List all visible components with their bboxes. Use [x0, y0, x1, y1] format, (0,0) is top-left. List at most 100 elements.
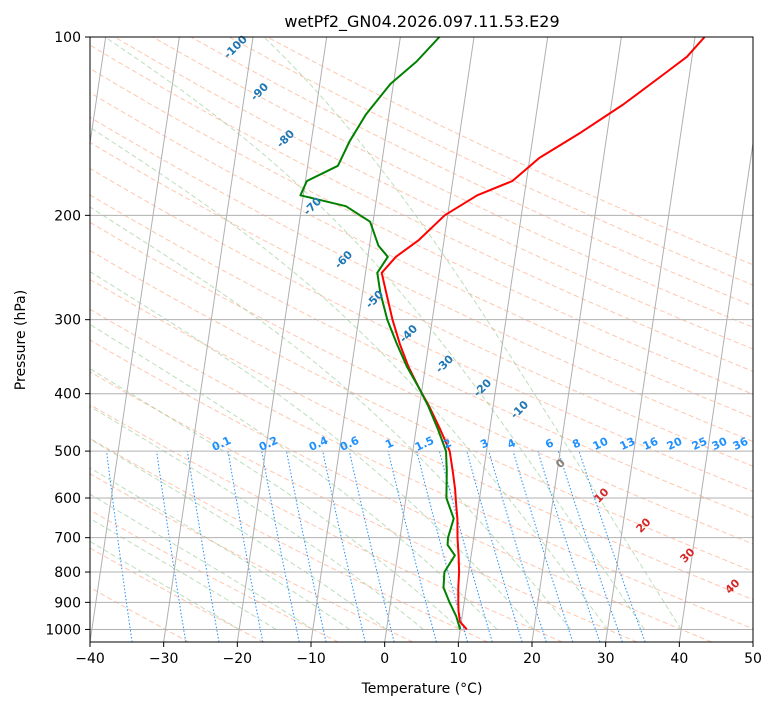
moist-adiabat-line: [90, 438, 387, 630]
wet-bulb-label: -90: [248, 80, 271, 103]
mixing-ratio-line: [578, 450, 646, 642]
theta-w-label: 10: [592, 485, 612, 505]
mixing-ratio-label: 16: [641, 435, 661, 453]
dry-adiabat-line: [90, 437, 488, 642]
mixing-ratio-line: [286, 451, 327, 642]
moist-adiabat-line: [90, 493, 314, 630]
isotherms: [90, 37, 753, 642]
mixing-ratio-line: [156, 451, 187, 642]
mixing-ratio-label: 13: [618, 435, 637, 453]
x-axis: −40 −30 −20 −10 0 10 20 30 40 50: [75, 642, 762, 667]
moist-adiabat-line: [90, 368, 461, 630]
mixing-ratio-line: [227, 451, 264, 642]
mixing-ratio-line: [416, 450, 468, 642]
x-tick-label: 20: [523, 651, 541, 667]
mixing-ratio-line: [537, 450, 601, 642]
x-tick-label: −30: [149, 651, 179, 667]
mixing-ratio-label: 8: [570, 436, 582, 451]
moist-adiabat-line: [90, 271, 535, 630]
y-axis: 100 200 300 400 500 600 700 800 900 1000: [45, 30, 90, 638]
mixing-ratio-line: [348, 450, 395, 642]
y-tick-label: 200: [54, 208, 81, 224]
dry-adiabat-line: [90, 547, 264, 642]
theta-w-label: 40: [723, 576, 743, 596]
mixing-ratio-line: [512, 450, 574, 642]
x-axis-label: Temperature (°C): [361, 681, 483, 697]
dry-adiabat-line: [90, 278, 753, 601]
mixing-ratio-line: [557, 450, 623, 642]
dry-adiabat-line: [90, 92, 753, 419]
chart-title: wetPf2_GN04.2026.097.11.53.E29: [284, 12, 559, 32]
moist-adiabat-line: [90, 126, 608, 630]
plot-frame: [89, 36, 754, 643]
isotherm-line: [90, 37, 107, 147]
isobars: [90, 37, 753, 630]
mixing-ratio-label: 6: [543, 436, 556, 451]
mixing-ratio-label: 2: [441, 436, 453, 451]
y-tick-label: 900: [54, 595, 81, 611]
dry-adiabat-line: [90, 194, 753, 518]
moist-adiabat-line: [90, 517, 277, 630]
mixing-ratio-label: 4: [505, 436, 518, 451]
wet-bulb-label: -30: [433, 352, 456, 375]
x-tick-label: 0: [380, 651, 389, 667]
moist-adiabat-line: [104, 37, 645, 630]
mixing-ratio-label: 25: [690, 435, 709, 453]
moist-adiabat-line: [90, 206, 572, 630]
dry-adiabat-line: [90, 167, 753, 492]
x-tick-label: −20: [223, 651, 253, 667]
x-tick-label: 50: [744, 651, 762, 667]
y-tick-label: 500: [54, 444, 81, 460]
background-lines: [90, 37, 753, 642]
x-tick-label: 10: [449, 651, 467, 667]
y-tick-label: 1000: [45, 622, 81, 638]
dry-adiabat-line: [90, 221, 753, 545]
wet-bulb-label: -60: [332, 248, 355, 271]
isotherm-line: [457, 37, 549, 642]
dry-adiabat-line: [90, 116, 753, 443]
mixing-ratio-line: [387, 450, 437, 642]
moist-adiabat-line: [90, 540, 240, 630]
mixing-ratio-line: [322, 450, 366, 642]
mixing-ratio-label: 10: [591, 435, 611, 453]
moist-adiabat-line: [90, 467, 350, 630]
mixing-ratio-label: 1: [383, 436, 395, 451]
y-tick-label: 600: [54, 491, 81, 507]
wet-bulb-label: -80: [274, 127, 297, 150]
isotherm-line: [531, 37, 622, 642]
wet-bulb-label: -70: [301, 194, 324, 217]
isotherm-line: [310, 37, 401, 642]
mixing-ratio-label: 30: [710, 435, 730, 453]
mixing-ratio-lines: [106, 450, 646, 642]
theta-w-label: 20: [634, 515, 654, 535]
y-tick-label: 800: [54, 565, 81, 581]
wet-bulb-label: -50: [363, 288, 386, 311]
isotherm-line: [678, 139, 753, 642]
dry-adiabat-line: [90, 339, 712, 642]
x-tick-label: 30: [597, 651, 615, 667]
dewpoint-profile-line: [299, 37, 462, 630]
x-tick-label: 40: [670, 651, 688, 667]
theta-w-label: 30: [678, 545, 698, 565]
dry-adiabat-line: [190, 37, 753, 307]
isotherm-line: [163, 37, 254, 642]
moist-adiabat-line: [90, 323, 498, 630]
wet-bulb-label: -40: [397, 322, 420, 345]
y-tick-label: 400: [54, 387, 81, 403]
dry-adiabat-line: [90, 308, 753, 630]
mixing-ratio-line: [466, 450, 523, 642]
dry-adiabat-line: [90, 249, 753, 572]
x-tick-label: −10: [296, 651, 326, 667]
dry-adiabats: [90, 37, 753, 642]
x-tick-label: −40: [75, 651, 105, 667]
y-tick-label: 100: [54, 30, 81, 46]
moist-adiabat-line: [263, 37, 682, 630]
mixing-ratio-label: 36: [731, 435, 751, 453]
dry-adiabat-line: [90, 403, 563, 642]
dry-adiabat-line: [228, 37, 753, 286]
y-tick-label: 700: [54, 531, 81, 547]
isotherm-line: [236, 37, 328, 642]
isotherm-line: [605, 37, 696, 642]
isotherm-line: [752, 638, 753, 642]
